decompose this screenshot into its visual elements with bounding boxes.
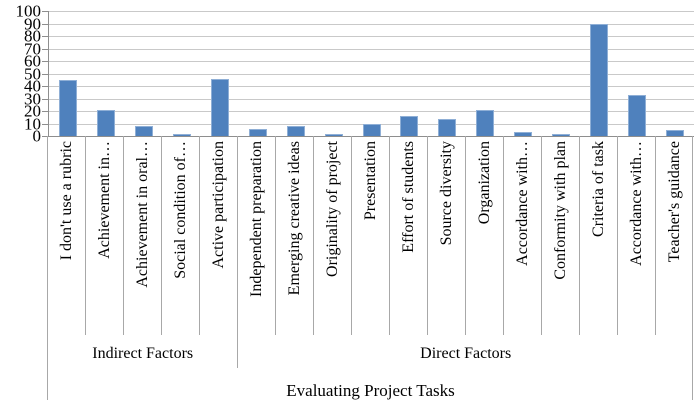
bar-organization xyxy=(476,109,495,136)
bar-i-don-t-use-a-rubric xyxy=(58,79,77,136)
axis-boundary-line-right xyxy=(692,136,693,400)
y-tick-mark-70 xyxy=(42,48,48,50)
gridline-90 xyxy=(49,23,694,25)
bar-accordance-with xyxy=(628,94,647,136)
category-cell-presentation: Presentation xyxy=(352,136,390,335)
category-label-social-condition-of: Social condition of… xyxy=(171,141,189,279)
bar-effort-of-students xyxy=(400,116,419,136)
category-cell-i-don-t-use-a-rubric: I don't use a rubric xyxy=(48,136,86,335)
axis-title: Evaluating Project Tasks xyxy=(286,381,455,400)
gridline-20 xyxy=(49,111,694,112)
y-tick-label-60: 60 xyxy=(24,51,41,71)
category-label-independent-preparation: Independent preparation xyxy=(247,141,265,297)
category-label-criteria-of-task: Criteria of task xyxy=(589,141,607,237)
bar-accordance-with xyxy=(514,132,533,136)
category-label-effort-of-students: Effort of students xyxy=(399,141,417,253)
bar-social-condition-of xyxy=(172,133,191,136)
bar-teacher-s-guidance xyxy=(666,129,685,136)
gridline-30 xyxy=(49,98,694,100)
y-tick-mark-20 xyxy=(42,111,48,112)
category-label-originality-of-project: Originality of project xyxy=(323,141,341,277)
category-cell-social-condition-of: Social condition of… xyxy=(162,136,200,335)
bar-presentation xyxy=(362,123,381,136)
y-tick-mark-10 xyxy=(42,123,48,125)
y-tick-label-0: 0 xyxy=(32,126,42,146)
category-label-achievement-in: Achievement in… xyxy=(95,141,113,259)
bar-achievement-in xyxy=(96,109,115,136)
y-tick-label-30: 30 xyxy=(24,89,41,108)
y-tick-label-100: 100 xyxy=(15,1,42,21)
category-cell-accordance-with: Accordance with… xyxy=(504,136,542,335)
category-labels-row: I don't use a rubric Achievement in… Achie… xyxy=(48,136,693,335)
gridline-80 xyxy=(49,36,694,37)
bar-originality-of-project xyxy=(324,133,343,136)
bar-active-participation xyxy=(210,78,229,136)
y-tick-label-70: 70 xyxy=(24,39,41,58)
category-cell-effort-of-students: Effort of students xyxy=(390,136,428,335)
group-label-direct-factors: Direct Factors xyxy=(420,345,512,362)
category-label-achievement-in-oral: Achievement in oral… xyxy=(133,141,151,288)
y-tick-mark-40 xyxy=(42,86,48,87)
y-tick-label-90: 90 xyxy=(24,14,41,33)
bar-conformity-with-plan xyxy=(552,133,571,136)
y-tick-mark-90 xyxy=(42,23,48,25)
y-tick-label-20: 20 xyxy=(24,101,41,121)
category-cell-emerging-creative-ideas: Emerging creative ideas xyxy=(276,136,314,335)
y-tick-label-10: 10 xyxy=(24,114,41,133)
group-cell-direct-factors: Direct Factors xyxy=(238,335,693,368)
y-tick-mark-30 xyxy=(42,98,48,100)
y-tick-mark-50 xyxy=(42,73,48,75)
axis-boundary-line-left xyxy=(47,136,48,400)
gridline-70 xyxy=(49,48,694,50)
y-tick-label-40: 40 xyxy=(24,76,41,96)
category-label-active-participation: Active participation xyxy=(209,141,227,269)
y-axis: 0 10 20 30 40 50 60 70 80 90 100 xyxy=(0,0,48,145)
bar-source-diversity xyxy=(438,118,457,136)
bar-emerging-creative-ideas xyxy=(286,126,305,136)
category-cell-source-diversity: Source diversity xyxy=(428,136,466,335)
category-cell-achievement-in: Achievement in… xyxy=(86,136,124,335)
gridline-50 xyxy=(49,73,694,75)
group-row: Indirect Factors Direct Factors xyxy=(48,335,693,368)
gridline-40 xyxy=(49,86,694,87)
bar-achievement-in-oral xyxy=(134,126,153,136)
category-cell-active-participation: Active participation xyxy=(200,136,238,335)
bar-criteria-of-task xyxy=(590,23,609,136)
category-cell-originality-of-project: Originality of project xyxy=(314,136,352,335)
category-label-i-don-t-use-a-rubric: I don't use a rubric xyxy=(57,141,75,261)
category-label-emerging-creative-ideas: Emerging creative ideas xyxy=(285,141,303,296)
plot-area xyxy=(48,11,694,137)
category-label-accordance-with: Accordance with… xyxy=(513,141,531,266)
group-cell-indirect-factors: Indirect Factors xyxy=(48,335,239,368)
category-label-organization: Organization xyxy=(475,141,493,225)
gridline-60 xyxy=(49,61,694,62)
group-label-indirect-factors: Indirect Factors xyxy=(92,345,194,362)
category-cell-teacher-s-guidance: Teacher's guidance xyxy=(656,136,693,335)
category-cell-organization: Organization xyxy=(466,136,504,335)
y-tick-mark-60 xyxy=(42,61,48,62)
category-cell-conformity-with-plan: Conformity with plan xyxy=(542,136,580,335)
y-tick-label-50: 50 xyxy=(24,64,41,83)
category-label-accordance-with: Accordance with… xyxy=(627,141,645,266)
category-label-conformity-with-plan: Conformity with plan xyxy=(551,141,569,280)
y-tick-label-80: 80 xyxy=(24,26,41,46)
y-tick-mark-0 xyxy=(42,136,48,137)
category-label-teacher-s-guidance: Teacher's guidance xyxy=(665,141,683,263)
y-tick-mark-80 xyxy=(42,36,48,37)
category-label-presentation: Presentation xyxy=(361,141,379,221)
category-cell-independent-preparation: Independent preparation xyxy=(238,136,276,335)
bar-independent-preparation xyxy=(248,128,267,136)
y-tick-mark-100 xyxy=(42,11,48,12)
category-label-source-diversity: Source diversity xyxy=(437,141,455,246)
category-cell-criteria-of-task: Criteria of task xyxy=(580,136,618,335)
category-cell-accordance-with: Accordance with… xyxy=(618,136,656,335)
gridline-100 xyxy=(49,11,694,12)
category-cell-achievement-in-oral: Achievement in oral… xyxy=(124,136,162,335)
